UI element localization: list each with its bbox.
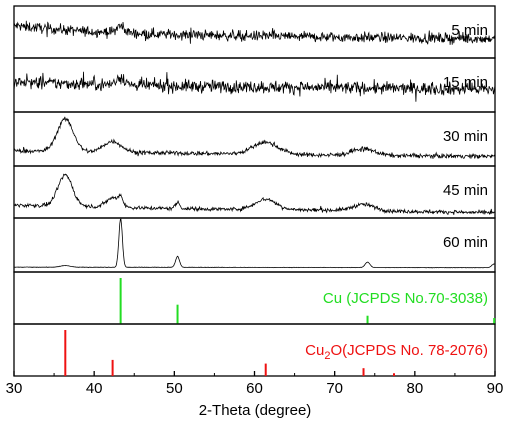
x-tick-label: 40: [86, 380, 103, 397]
series-line: [13, 173, 496, 215]
panel-3: 45 min: [13, 165, 496, 219]
x-tick-label: 70: [326, 380, 343, 397]
x-tick-label: 30: [6, 380, 23, 397]
panel-4: 60 min: [13, 217, 496, 273]
panel-1: 15 min: [13, 57, 496, 113]
panel-6: Cu2O(JCPDS No. 78-2076): [13, 323, 496, 377]
panels: 5 min 15 min 30 min 45 min 60 min Cu (JCPDS N…: [13, 5, 496, 377]
x-axis-label: 2-Theta (degree): [199, 402, 312, 419]
x-tick-label: 90: [487, 380, 504, 397]
x-tick-label: 50: [166, 380, 183, 397]
x-axis: 30 40 50 60 70 80 90: [6, 371, 504, 397]
panel-label: 60 min: [443, 234, 488, 251]
x-tick-label: 80: [406, 380, 423, 397]
panel-label: 30 min: [443, 128, 488, 145]
x-tick-label: 60: [246, 380, 263, 397]
panel-frame: [13, 217, 496, 273]
panel-0: 5 min: [13, 5, 496, 59]
panel-label: 45 min: [443, 182, 488, 199]
panel-label: Cu2O(JCPDS No. 78-2076): [305, 342, 488, 362]
panel-frame: [13, 111, 496, 167]
series-line: [13, 218, 496, 269]
panel-5: Cu (JCPDS No.70-3038): [13, 271, 496, 325]
panel-frame: [13, 165, 496, 219]
panel-label: 15 min: [443, 74, 488, 91]
panel-label: Cu (JCPDS No.70-3038): [323, 290, 488, 307]
series-line: [13, 71, 496, 102]
series-line: [13, 116, 496, 160]
panel-2: 30 min: [13, 111, 496, 167]
panel-label: 5 min: [451, 22, 488, 39]
series-line: [13, 20, 496, 45]
